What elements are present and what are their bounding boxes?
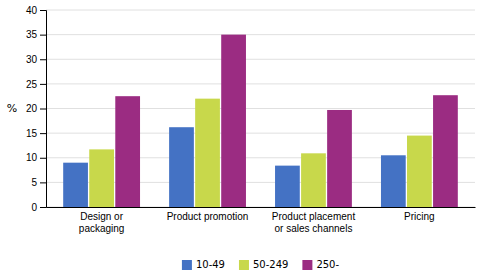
x-tick: Product promotion	[167, 207, 249, 222]
y-tick: 40	[26, 5, 46, 16]
x-tick-label: Design orpackaging	[79, 211, 125, 234]
y-tick-mark	[40, 10, 46, 11]
y-axis-label: %	[7, 102, 17, 115]
legend-item: 50-249	[239, 259, 288, 270]
legend-swatch	[239, 260, 249, 270]
legend-swatch	[182, 260, 192, 270]
grid-line	[46, 10, 475, 11]
grid-line	[46, 108, 475, 109]
y-tick-label: 40	[26, 5, 38, 16]
grid-line	[46, 83, 475, 84]
x-tick: Design orpackaging	[79, 207, 125, 234]
bar	[115, 96, 140, 207]
y-tick: 25	[26, 79, 46, 90]
x-tick-label: Product placementor sales channels	[272, 211, 356, 234]
bar	[169, 127, 194, 207]
bar	[63, 163, 88, 207]
bar	[381, 155, 406, 207]
legend-label: 10-49	[196, 259, 225, 270]
chart-container: 0 5 10 15 20 25 30 35 40 Design orpackaging Produc…	[0, 0, 487, 279]
y-tick-label: 30	[26, 54, 38, 65]
y-tick-mark	[40, 182, 46, 183]
y-tick: 15	[26, 128, 46, 139]
y-tick-mark	[40, 133, 46, 134]
y-tick-label: 25	[26, 79, 38, 90]
y-tick-mark	[40, 158, 46, 159]
chart-svg: 0 5 10 15 20 25 30 35 40 Design orpackaging Produc…	[0, 0, 487, 279]
bar	[327, 110, 352, 207]
x-tick-label-line: Design or	[80, 211, 123, 222]
bar	[433, 95, 458, 207]
legend-label: 250-	[316, 259, 339, 270]
bar-series	[89, 99, 432, 207]
y-tick: 10	[26, 152, 46, 163]
legend-swatch	[302, 260, 312, 270]
x-axis: Design orpackaging Product promotion Produ…	[47, 207, 476, 234]
y-tick-label: 10	[26, 152, 38, 163]
legend: 10-49 50-249 250-	[182, 259, 340, 270]
y-tick: 5	[31, 177, 46, 188]
bar	[407, 136, 432, 207]
y-tick: 20	[26, 103, 46, 114]
y-axis: 0 5 10 15 20 25 30 35 40	[26, 5, 47, 213]
y-tick-mark	[40, 84, 46, 85]
y-tick-label: 15	[26, 128, 38, 139]
legend-label: 50-249	[253, 259, 288, 270]
grid-line	[46, 133, 475, 134]
x-tick-label-line: packaging	[79, 223, 125, 234]
y-tick-label: 0	[31, 202, 37, 213]
bar-series	[115, 35, 458, 207]
x-tick: Pricing	[404, 207, 435, 222]
x-tick-label-line: Product placement	[272, 211, 356, 222]
x-axis-line	[47, 207, 476, 208]
y-tick-mark	[40, 59, 46, 60]
bar	[89, 149, 114, 207]
grid-line	[46, 59, 475, 60]
legend-item: 250-	[302, 259, 339, 270]
y-tick-label: 5	[31, 177, 37, 188]
y-tick-label: 35	[26, 29, 38, 40]
grid-line	[46, 34, 475, 35]
y-tick-label: 20	[26, 103, 38, 114]
grid	[46, 10, 475, 207]
y-tick: 0	[31, 202, 46, 213]
y-tick-mark	[40, 207, 46, 208]
x-tick-label-line: or sales channels	[275, 223, 353, 234]
bars	[63, 35, 458, 207]
y-axis-line	[40, 11, 47, 208]
x-tick-label-line: Pricing	[404, 211, 435, 222]
bar	[221, 35, 246, 207]
bar	[195, 99, 220, 207]
legend-item: 10-49	[182, 259, 225, 270]
plot-area: 0 5 10 15 20 25 30 35 40 Design orpackaging Produc…	[26, 5, 476, 234]
y-tick-mark	[40, 35, 46, 36]
bar	[275, 166, 300, 207]
y-tick: 35	[26, 29, 46, 40]
x-tick: Product placementor sales channels	[272, 207, 356, 234]
bar	[301, 153, 326, 207]
x-tick-label: Product promotion	[167, 211, 249, 222]
x-tick-label-line: Product promotion	[167, 211, 249, 222]
x-tick-label: Pricing	[404, 211, 435, 222]
y-tick-mark	[40, 109, 46, 110]
y-tick: 30	[26, 54, 46, 65]
